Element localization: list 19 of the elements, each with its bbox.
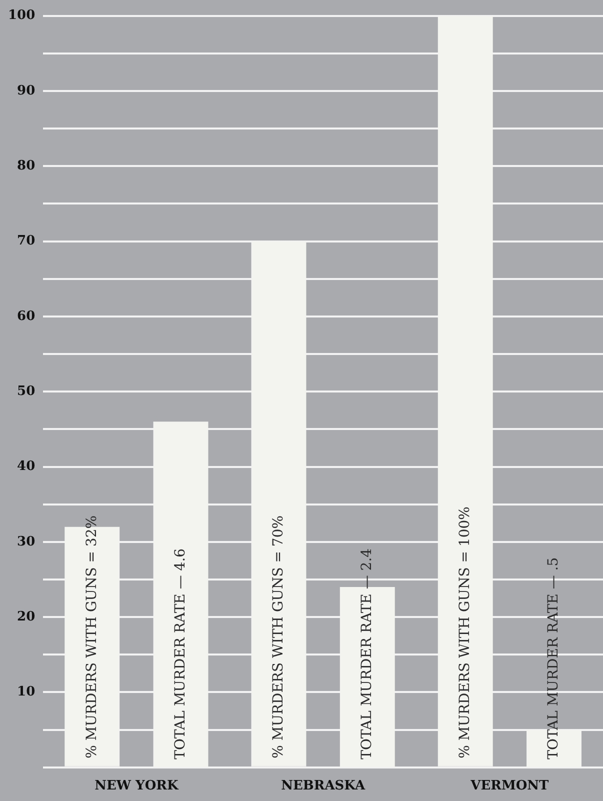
y-tick-label: 90	[17, 83, 36, 98]
y-tick-label: 20	[17, 609, 36, 624]
data-label: TOTAL MURDER RATE — 4.6	[172, 548, 188, 760]
x-tick-label: VERMONT	[470, 778, 550, 794]
y-tick-label: 70	[17, 234, 36, 249]
data-label: % MURDERS WITH GUNS = 70%	[270, 515, 286, 758]
y-tick-label: 10	[17, 684, 36, 700]
y-tick-label: 100	[8, 8, 36, 24]
y-tick-label: 50	[17, 384, 36, 399]
x-tick-label: NEW YORK	[94, 778, 179, 794]
y-tick-label: 40	[17, 459, 36, 474]
y-tick-label: 30	[17, 534, 36, 550]
data-label: TOTAL MURDER RATE — 2.4	[359, 548, 376, 760]
data-label: % MURDERS WITH GUNS = 32%	[84, 515, 100, 758]
data-label: TOTAL MURDER RATE — .5	[546, 557, 562, 760]
data-label: % MURDERS WITH GUNS = 100%	[457, 506, 474, 758]
x-tick-label: NEBRASKA	[281, 778, 366, 794]
y-tick-label: 60	[17, 308, 36, 324]
y-tick-label: 80	[17, 158, 36, 174]
